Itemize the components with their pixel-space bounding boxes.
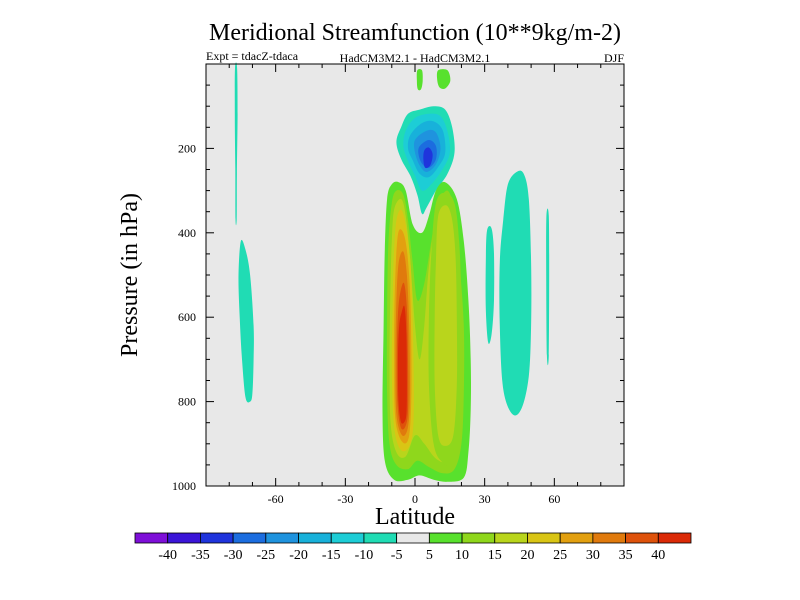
y-tick-label: 200 [178, 141, 196, 155]
contour-thin-30N [485, 226, 495, 344]
colorbar-swatch [167, 532, 201, 544]
colorbar-label: 40 [651, 548, 665, 563]
colorbar-swatch [298, 532, 332, 544]
contour-equatorial-positive-40 [397, 305, 407, 424]
contour-southern-cell [238, 239, 254, 403]
colorbar-label: -15 [322, 548, 341, 563]
contour-top-streak-1 [416, 69, 423, 91]
colorbar-swatch [559, 532, 594, 544]
colorbar-label: -20 [289, 548, 308, 563]
colorbar-swatch [134, 532, 169, 544]
contour-top-streak-2 [436, 69, 451, 89]
x-tick-label: -60 [268, 492, 284, 506]
chart-title: Meridional Streamfunction (10**9kg/m-2) [209, 20, 621, 46]
colorbar-label: 25 [553, 548, 567, 563]
x-tick-label: -30 [337, 492, 353, 506]
colorbar-label: -35 [191, 548, 210, 563]
colorbar-label: -40 [158, 548, 177, 563]
colorbar-swatch [527, 532, 561, 544]
y-tick-label: 600 [178, 310, 196, 324]
colorbar-swatch [494, 532, 528, 544]
x-tick-label: 60 [548, 492, 560, 506]
x-axis-label: Latitude [375, 504, 455, 530]
colorbar-swatch [657, 532, 692, 544]
colorbar-swatch [396, 532, 430, 544]
x-tick-label: 0 [412, 492, 418, 506]
colorbar-label: 20 [520, 548, 534, 563]
colorbar-swatch [428, 532, 463, 544]
colorbar-label: -30 [224, 548, 243, 563]
colorbar-label: 10 [455, 548, 469, 563]
colorbar-label: 35 [619, 548, 633, 563]
colorbar-label: -5 [391, 548, 403, 563]
colorbar-swatch [232, 532, 267, 544]
contour-thin-57N [546, 208, 550, 366]
colorbar-swatch [200, 532, 234, 544]
colorbar-swatch [625, 532, 659, 544]
colorbar-swatch [363, 532, 398, 544]
colorbar-label: 5 [426, 548, 433, 563]
contour-northern-negative-cell [499, 170, 532, 416]
colorbar-swatch [265, 532, 299, 544]
season-label: DJF [604, 51, 624, 65]
x-tick-label: 30 [479, 492, 491, 506]
model-label: HadCM3M2.1 - HadCM3M2.1 [340, 51, 491, 65]
contour-polar-streak [234, 62, 238, 226]
y-tick-label: 400 [178, 226, 196, 240]
colorbar-swatch [592, 532, 626, 544]
colorbar-label: 30 [586, 548, 600, 563]
colorbar-label: 15 [488, 548, 502, 563]
experiment-label: Expt = tdacZ-tdaca [206, 49, 299, 63]
y-tick-label: 1000 [172, 479, 196, 493]
colorbar-label: -25 [256, 548, 275, 563]
colorbar-swatch [461, 532, 496, 544]
contour-upper-negative-30 [423, 147, 433, 169]
contour-northern-subtropical-15 [434, 205, 458, 446]
colorbar-swatch [330, 532, 365, 544]
y-tick-label: 800 [178, 395, 196, 409]
colorbar-label: -10 [355, 548, 374, 563]
y-axis-label: Pressure (in hPa) [117, 193, 143, 357]
